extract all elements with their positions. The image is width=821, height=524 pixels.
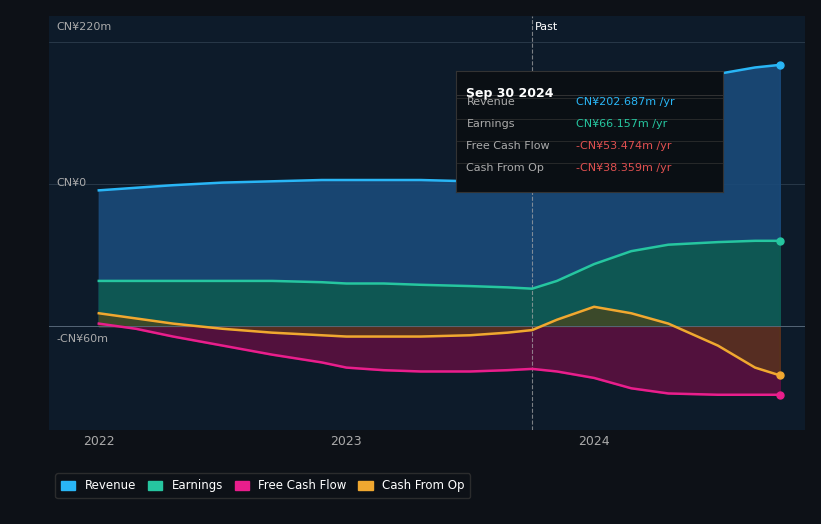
Text: Cash From Op: Cash From Op — [466, 162, 544, 172]
Text: CN¥202.687m /yr: CN¥202.687m /yr — [576, 97, 675, 107]
Text: CN¥0: CN¥0 — [57, 178, 87, 188]
Text: Sep 30 2024: Sep 30 2024 — [466, 86, 554, 100]
Text: -CN¥60m: -CN¥60m — [57, 334, 109, 344]
Text: CN¥66.157m /yr: CN¥66.157m /yr — [576, 119, 667, 129]
Text: Revenue: Revenue — [466, 97, 516, 107]
Text: CN¥220m: CN¥220m — [57, 22, 112, 32]
Legend: Revenue, Earnings, Free Cash Flow, Cash From Op: Revenue, Earnings, Free Cash Flow, Cash … — [55, 474, 470, 498]
Text: -CN¥38.359m /yr: -CN¥38.359m /yr — [576, 162, 672, 172]
Text: Earnings: Earnings — [466, 119, 515, 129]
Text: -CN¥53.474m /yr: -CN¥53.474m /yr — [576, 141, 672, 151]
Text: Past: Past — [534, 22, 558, 32]
Text: Free Cash Flow: Free Cash Flow — [466, 141, 550, 151]
